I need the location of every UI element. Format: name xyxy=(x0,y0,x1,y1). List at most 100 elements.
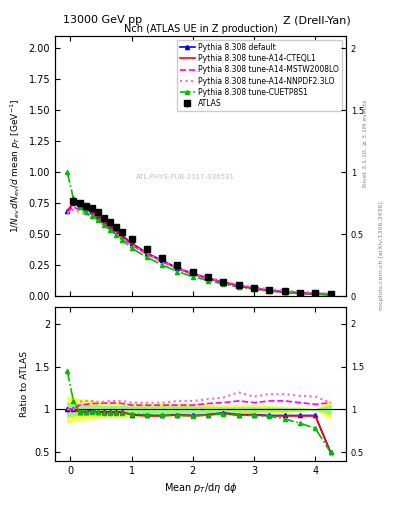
Pythia 8.308 default xyxy=(328,291,333,297)
Pythia 8.308 tune-A14-MSTW2008LO xyxy=(120,235,125,241)
Pythia 8.308 tune-CUETP8S1 xyxy=(221,281,226,287)
Pythia 8.308 tune-A14-NNPDF2.3LO xyxy=(65,210,70,217)
Pythia 8.308 tune-A14-CTEQL1 xyxy=(252,286,256,292)
Pythia 8.308 tune-CUETP8S1 xyxy=(71,196,76,202)
X-axis label: Mean $p_T$/d$\eta$ d$\phi$: Mean $p_T$/d$\eta$ d$\phi$ xyxy=(164,481,237,495)
Pythia 8.308 tune-A14-CTEQL1 xyxy=(206,275,210,282)
Pythia 8.308 tune-A14-MSTW2008LO xyxy=(145,251,149,258)
Line: Pythia 8.308 tune-A14-CTEQL1: Pythia 8.308 tune-A14-CTEQL1 xyxy=(67,203,331,295)
Pythia 8.308 default xyxy=(252,285,256,291)
Pythia 8.308 tune-CUETP8S1 xyxy=(313,291,318,297)
Pythia 8.308 tune-A14-MSTW2008LO xyxy=(191,271,195,277)
Pythia 8.308 default xyxy=(71,200,76,206)
Pythia 8.308 tune-A14-CTEQL1 xyxy=(71,200,76,206)
Pythia 8.308 tune-CUETP8S1 xyxy=(77,204,82,210)
Pythia 8.308 tune-A14-NNPDF2.3LO xyxy=(102,222,107,228)
Pythia 8.308 tune-CUETP8S1 xyxy=(108,227,112,233)
Pythia 8.308 tune-A14-MSTW2008LO xyxy=(95,216,100,222)
Pythia 8.308 tune-A14-MSTW2008LO xyxy=(89,211,94,217)
Pythia 8.308 default xyxy=(236,283,241,289)
Text: mcplots.cern.ch [arXiv:1306.3436]: mcplots.cern.ch [arXiv:1306.3436] xyxy=(379,202,384,310)
Pythia 8.308 tune-A14-CTEQL1 xyxy=(175,265,180,271)
Pythia 8.308 tune-A14-MSTW2008LO xyxy=(221,279,226,285)
Pythia 8.308 tune-A14-CTEQL1 xyxy=(313,291,318,297)
Pythia 8.308 tune-A14-NNPDF2.3LO xyxy=(313,289,318,295)
Pythia 8.308 tune-A14-CTEQL1 xyxy=(120,233,125,239)
Pythia 8.308 tune-A14-NNPDF2.3LO xyxy=(236,281,241,287)
Pythia 8.308 default xyxy=(282,289,287,295)
Pythia 8.308 tune-A14-NNPDF2.3LO xyxy=(145,250,149,257)
Pythia 8.308 tune-A14-NNPDF2.3LO xyxy=(89,214,94,220)
Pythia 8.308 default xyxy=(175,265,180,271)
Pythia 8.308 tune-A14-CTEQL1 xyxy=(129,241,134,247)
Line: Pythia 8.308 tune-A14-MSTW2008LO: Pythia 8.308 tune-A14-MSTW2008LO xyxy=(67,207,331,294)
Title: Nch (ATLAS UE in Z production): Nch (ATLAS UE in Z production) xyxy=(123,24,277,34)
Pythia 8.308 tune-A14-NNPDF2.3LO xyxy=(108,226,112,232)
Pythia 8.308 tune-A14-CTEQL1 xyxy=(328,292,333,298)
Pythia 8.308 tune-CUETP8S1 xyxy=(145,254,149,261)
Pythia 8.308 tune-CUETP8S1 xyxy=(120,237,125,243)
Pythia 8.308 tune-A14-CTEQL1 xyxy=(267,288,272,294)
Pythia 8.308 tune-A14-MSTW2008LO xyxy=(160,259,165,265)
Pythia 8.308 tune-CUETP8S1 xyxy=(129,245,134,251)
Pythia 8.308 tune-A14-MSTW2008LO xyxy=(83,208,88,215)
Pythia 8.308 default xyxy=(267,287,272,293)
Pythia 8.308 tune-A14-NNPDF2.3LO xyxy=(221,278,226,284)
Pythia 8.308 tune-A14-MSTW2008LO xyxy=(298,289,302,295)
Pythia 8.308 tune-A14-NNPDF2.3LO xyxy=(267,286,272,292)
Pythia 8.308 tune-A14-MSTW2008LO xyxy=(313,290,318,296)
Pythia 8.308 tune-CUETP8S1 xyxy=(160,262,165,268)
Pythia 8.308 default xyxy=(114,228,119,234)
Pythia 8.308 default xyxy=(160,258,165,264)
Pythia 8.308 tune-A14-NNPDF2.3LO xyxy=(71,206,76,212)
Pythia 8.308 tune-A14-CTEQL1 xyxy=(77,203,82,209)
Pythia 8.308 default xyxy=(206,275,210,281)
Pythia 8.308 tune-A14-CTEQL1 xyxy=(108,223,112,229)
Pythia 8.308 tune-A14-MSTW2008LO xyxy=(65,209,70,215)
Pythia 8.308 tune-A14-CTEQL1 xyxy=(298,290,302,296)
Pythia 8.308 tune-A14-MSTW2008LO xyxy=(102,221,107,227)
Pythia 8.308 tune-A14-NNPDF2.3LO xyxy=(175,265,180,271)
Pythia 8.308 tune-A14-MSTW2008LO xyxy=(328,291,333,297)
Pythia 8.308 default xyxy=(120,232,125,239)
Pythia 8.308 tune-A14-NNPDF2.3LO xyxy=(120,235,125,241)
Pythia 8.308 tune-A14-CTEQL1 xyxy=(160,258,165,264)
Pythia 8.308 default xyxy=(108,223,112,229)
Pythia 8.308 tune-CUETP8S1 xyxy=(328,292,333,298)
Pythia 8.308 tune-A14-NNPDF2.3LO xyxy=(83,211,88,217)
Pythia 8.308 tune-A14-NNPDF2.3LO xyxy=(129,242,134,248)
Text: Z (Drell-Yan): Z (Drell-Yan) xyxy=(283,15,351,25)
Pythia 8.308 tune-CUETP8S1 xyxy=(236,284,241,290)
Y-axis label: Ratio to ATLAS: Ratio to ATLAS xyxy=(20,351,29,417)
Pythia 8.308 tune-A14-MSTW2008LO xyxy=(114,230,119,236)
Pythia 8.308 tune-CUETP8S1 xyxy=(95,217,100,223)
Pythia 8.308 tune-CUETP8S1 xyxy=(298,290,302,296)
Y-axis label: $1/N_{ev}\,dN_{ev}/d$ mean $p_T$ [GeV$^{-1}$]: $1/N_{ev}\,dN_{ev}/d$ mean $p_T$ [GeV$^{… xyxy=(9,99,23,233)
Pythia 8.308 default xyxy=(191,270,195,276)
Pythia 8.308 tune-A14-MSTW2008LO xyxy=(108,225,112,231)
Pythia 8.308 tune-CUETP8S1 xyxy=(102,222,107,228)
Pythia 8.308 default xyxy=(83,205,88,211)
Text: Rivet 3.1.10, ≥ 3.1M events: Rivet 3.1.10, ≥ 3.1M events xyxy=(363,100,368,187)
Pythia 8.308 default xyxy=(77,203,82,209)
Text: ATL-PHYS-PUB-2017-036531: ATL-PHYS-PUB-2017-036531 xyxy=(136,174,235,180)
Pythia 8.308 tune-A14-MSTW2008LO xyxy=(282,288,287,294)
Pythia 8.308 tune-A14-NNPDF2.3LO xyxy=(206,274,210,281)
Pythia 8.308 default xyxy=(89,208,94,214)
Pythia 8.308 tune-CUETP8S1 xyxy=(83,209,88,215)
Pythia 8.308 tune-A14-NNPDF2.3LO xyxy=(328,290,333,296)
Line: Pythia 8.308 tune-CUETP8S1: Pythia 8.308 tune-CUETP8S1 xyxy=(65,170,332,297)
Pythia 8.308 tune-A14-CTEQL1 xyxy=(145,250,149,257)
Pythia 8.308 tune-CUETP8S1 xyxy=(252,286,256,292)
Pythia 8.308 default xyxy=(221,279,226,285)
Text: 13000 GeV pp: 13000 GeV pp xyxy=(63,15,142,25)
Pythia 8.308 tune-A14-CTEQL1 xyxy=(282,289,287,295)
Pythia 8.308 tune-CUETP8S1 xyxy=(114,232,119,238)
Pythia 8.308 tune-A14-CTEQL1 xyxy=(89,208,94,215)
Pythia 8.308 tune-CUETP8S1 xyxy=(282,289,287,295)
Pythia 8.308 tune-A14-CTEQL1 xyxy=(114,228,119,234)
Pythia 8.308 tune-A14-NNPDF2.3LO xyxy=(252,284,256,290)
Pythia 8.308 tune-A14-MSTW2008LO xyxy=(71,204,76,210)
Pythia 8.308 tune-A14-NNPDF2.3LO xyxy=(298,289,302,295)
Pythia 8.308 tune-A14-CTEQL1 xyxy=(191,271,195,277)
